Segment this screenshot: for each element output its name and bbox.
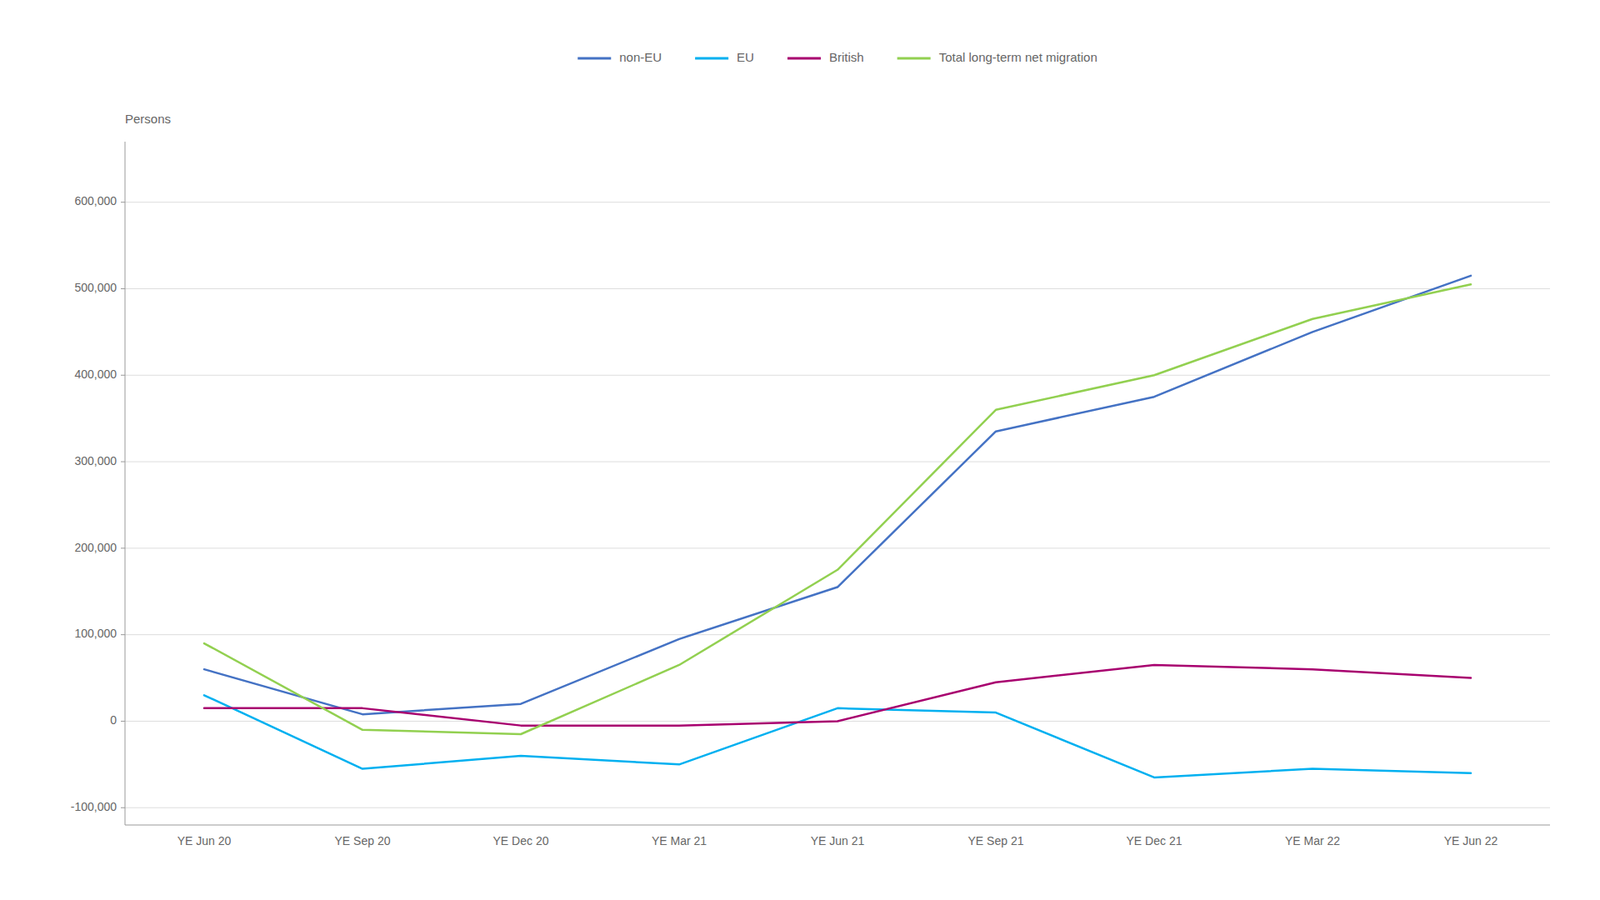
legend: non-EU EU British Total long-term net migra… — [577, 50, 1097, 65]
grid-line — [125, 634, 1550, 635]
series-line — [204, 665, 1471, 726]
x-tick-labels: YE Jun 20 YE Sep 20 YE Dec 20 YE Mar 21 YE J… — [177, 834, 1499, 848]
y-tick-label: 500,000 — [74, 280, 117, 295]
legend-swatch — [787, 57, 821, 60]
grid-line — [125, 375, 1550, 376]
legend-label: British — [829, 50, 865, 65]
y-tick — [120, 807, 125, 809]
y-tick-label: 600,000 — [74, 194, 117, 208]
y-tick — [120, 461, 125, 463]
x-tick-label: YE Dec 20 — [493, 834, 550, 848]
legend-item: non-EU — [577, 50, 662, 65]
y-tick-labels: -100,000 0 100,000 200,000 300,000 400,000 500… — [70, 194, 125, 814]
grid-line — [125, 547, 1550, 549]
series-line — [204, 284, 1471, 735]
legend-item: Total long-term net migration — [897, 50, 1098, 65]
y-tick-label: 400,000 — [74, 367, 117, 381]
legend-label: non-EU — [619, 50, 662, 65]
y-tick — [120, 720, 125, 722]
grid-line — [125, 461, 1550, 463]
background — [0, 0, 1600, 900]
y-tick-label: 100,000 — [74, 626, 117, 640]
y-tick-label: 0 — [110, 713, 117, 727]
page: {"chart_data": { "type": "line", "y_labe… — [0, 0, 1600, 900]
chart: -100,000 0 100,000 200,000 300,000 400,000 500… — [0, 0, 1600, 900]
grid-line — [125, 201, 1550, 203]
y-tick — [120, 547, 125, 549]
series-line — [204, 275, 1471, 715]
legend-swatch — [897, 57, 931, 60]
y-tick — [120, 201, 125, 203]
series-lines — [204, 275, 1471, 778]
legend-item: British — [787, 50, 865, 65]
legend-swatch — [577, 57, 611, 60]
legend-item: EU — [695, 50, 755, 65]
y-tick — [120, 288, 125, 290]
y-tick-label: 200,000 — [74, 540, 117, 555]
x-tick-label: YE Mar 21 — [651, 834, 707, 848]
y-tick — [120, 634, 125, 635]
x-tick-label: YE Jun 22 — [1444, 834, 1499, 848]
legend-swatch — [695, 57, 729, 60]
y-tick-label: 300,000 — [74, 454, 117, 468]
x-tick-label: YE Jun 20 — [177, 834, 232, 848]
x-tick-label: YE Sep 20 — [335, 834, 391, 848]
legend-label: Total long-term net migration — [939, 50, 1098, 65]
x-tick-label: YE Jun 21 — [810, 834, 865, 848]
y-axis-line — [125, 141, 126, 825]
y-tick — [120, 375, 125, 376]
y-tick-label: -100,000 — [70, 800, 117, 814]
series-line — [204, 695, 1471, 778]
x-tick-label: YE Sep 21 — [968, 834, 1025, 848]
y-grid — [125, 202, 1550, 809]
x-axis-line — [125, 825, 1550, 826]
grid-line — [125, 807, 1550, 809]
x-tick-label: YE Dec 21 — [1126, 834, 1183, 848]
y-axis-label: Persons — [125, 111, 171, 126]
x-tick-label: YE Mar 22 — [1285, 834, 1340, 848]
grid-line — [125, 288, 1550, 290]
legend-label: EU — [736, 50, 755, 65]
